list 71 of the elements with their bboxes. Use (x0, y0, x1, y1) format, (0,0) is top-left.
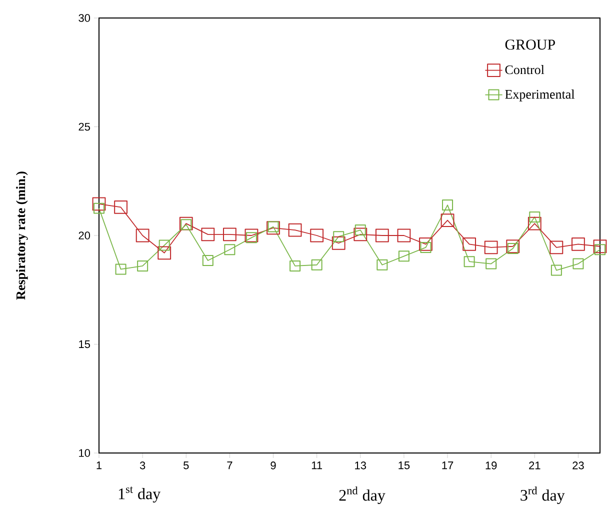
x-tick-label: 21 (529, 462, 540, 470)
point (594, 244, 606, 256)
point (115, 264, 126, 275)
x-tick-label: 9 (270, 462, 276, 470)
point (180, 219, 192, 230)
point (376, 259, 388, 270)
y-tick-label: 15 (79, 340, 90, 348)
point (442, 200, 454, 211)
point (397, 228, 411, 242)
point (268, 221, 279, 232)
point (354, 228, 368, 242)
point (332, 236, 346, 250)
point (550, 264, 562, 276)
point (398, 250, 410, 262)
point (506, 240, 520, 254)
text: 2$^{nd}$ day (339, 486, 386, 504)
y-tick-label: 20 (78, 232, 90, 240)
point (419, 238, 432, 251)
point (201, 228, 215, 242)
point (333, 231, 344, 242)
x-tick-label: 19 (486, 462, 497, 470)
point (94, 202, 105, 214)
x-tick-label: 15 (398, 462, 410, 470)
point (354, 224, 366, 236)
x-tick-label: 23 (572, 462, 584, 470)
point (222, 228, 236, 242)
point (464, 256, 475, 268)
y-axis-title: Respiratory rate (min.) (16, 172, 28, 300)
point (288, 223, 302, 237)
point (202, 255, 214, 266)
point (244, 228, 258, 242)
point (310, 228, 324, 242)
point (550, 240, 564, 254)
x-tick-label: 11 (312, 462, 322, 470)
legend-title: GROUP (505, 40, 555, 50)
x-tick-label: 5 (184, 462, 189, 470)
x-tick-label: 3 (140, 462, 146, 470)
point (593, 240, 607, 254)
point (158, 240, 170, 251)
text: 3$^{rd}$ day (520, 486, 565, 504)
y-tick-label: 30 (78, 14, 90, 22)
point (114, 200, 128, 214)
point (158, 246, 172, 260)
point (246, 232, 257, 244)
point (136, 228, 150, 242)
point (92, 197, 106, 211)
point (572, 258, 584, 270)
legend-label: Experimental (505, 90, 575, 102)
x-tick-label: 1 (96, 462, 102, 470)
point (440, 214, 454, 227)
y-tick-label: 10 (79, 449, 90, 457)
point (420, 242, 432, 253)
legend-label: Control (505, 65, 544, 74)
point (507, 243, 518, 254)
point (486, 258, 497, 270)
y-tick-label: 25 (78, 122, 90, 131)
point (484, 240, 498, 254)
x-tick-label: 13 (355, 462, 366, 470)
point (528, 216, 542, 230)
point (462, 238, 476, 251)
point (266, 221, 280, 235)
point (572, 238, 585, 251)
point (137, 260, 148, 272)
point (290, 260, 301, 272)
x-tick-label: 17 (442, 462, 454, 470)
point (224, 244, 236, 256)
text: 1$^{st}$ day (118, 486, 161, 503)
point (375, 228, 389, 242)
point (529, 212, 540, 223)
point (311, 259, 322, 270)
x-tick-label: 7 (227, 462, 232, 470)
